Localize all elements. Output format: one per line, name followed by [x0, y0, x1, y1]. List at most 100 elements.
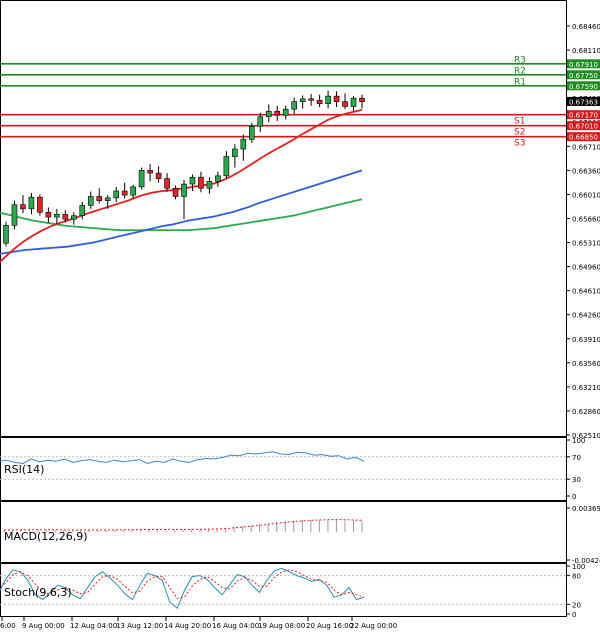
stoch-tick-label: 80 — [572, 573, 581, 581]
current-price-label: 0.67363 — [569, 98, 598, 106]
pivot-price-label: 0.67010 — [569, 123, 598, 131]
candle-bull — [325, 95, 331, 104]
candle-bear — [20, 204, 26, 210]
time-tick-label: 6:00 — [0, 622, 16, 630]
rsi-layer: 100 70 30 0 — [0, 437, 585, 501]
candle-bear — [359, 97, 365, 102]
candle-bull — [223, 156, 230, 177]
ma-mid-line — [0, 169, 363, 255]
price-tick-label: 0.63560 — [572, 360, 600, 368]
candle-bull — [130, 186, 136, 196]
price-tick-label: 0.63910 — [572, 336, 600, 344]
candle-bull — [181, 183, 187, 197]
candle-bear — [45, 211, 52, 218]
macd-tick-label: 0.003691 — [572, 505, 600, 513]
candle-bear — [172, 187, 179, 197]
stoch-layer: 100 80 20 0 — [0, 563, 585, 619]
rsi-tick-label: 0 — [572, 493, 576, 501]
stoch-k-line — [0, 567, 365, 610]
time-tick-label: 20 Aug 16:00 — [306, 622, 353, 630]
candle-bear — [96, 196, 103, 201]
candle-bull — [11, 204, 18, 226]
pivot-name-r2: R2 — [514, 66, 526, 76]
pivot-name-r1: R1 — [514, 77, 526, 87]
candle-bull — [113, 190, 119, 199]
candle-bull — [257, 116, 264, 127]
main-panel — [0, 0, 567, 437]
stoch-tick-label: 20 — [572, 601, 581, 609]
candle-bull — [3, 225, 9, 244]
pivot-price-tag — [567, 110, 600, 120]
candle-bull — [282, 108, 289, 116]
candle-bull — [232, 148, 238, 157]
macd-label: MACD(12,26,9) — [4, 530, 88, 543]
ma-slow-line — [0, 198, 363, 232]
candle-bear — [316, 99, 323, 104]
macd-layer: 0.003691 -0.004246 — [3, 505, 600, 565]
pivot-price-label: 0.67750 — [569, 72, 598, 80]
price-tick-label: 0.66710 — [572, 143, 600, 151]
rsi-tick-label: 30 — [572, 476, 581, 484]
price-tick-label: 0.66010 — [572, 191, 600, 199]
pivot-name-s1: S1 — [514, 117, 525, 127]
macd-tick-label: -0.004246 — [572, 557, 600, 565]
candle-bull — [54, 214, 60, 218]
macd-panel — [0, 501, 567, 563]
ma-fast-line — [0, 109, 363, 264]
candle-bear — [147, 170, 153, 174]
price-tick-label: 0.64960 — [572, 264, 600, 272]
candle-bear — [274, 110, 281, 116]
candle-bear — [37, 196, 43, 213]
candle-bull — [71, 215, 77, 220]
time-tick-label: 22 Aug 00:00 — [350, 622, 397, 630]
price-tick-label: 0.63210 — [572, 384, 600, 392]
pivot-price-tag — [567, 121, 600, 131]
pivot-price-label: 0.66850 — [569, 134, 598, 142]
stoch-tick-label: 100 — [572, 563, 585, 571]
rsi-tick-label: 100 — [572, 437, 585, 445]
candle-bear — [342, 101, 348, 107]
pivot-price-label: 0.67590 — [569, 83, 598, 91]
time-tick-label: 13 Aug 12:00 — [116, 622, 163, 630]
candle-bear — [155, 172, 162, 179]
pivot-price-label: 0.67910 — [569, 61, 598, 69]
current-price-tag — [567, 96, 600, 106]
time-tick-label: 19 Aug 08:00 — [258, 622, 305, 630]
candle-bull — [87, 196, 94, 206]
price-tick-label: 0.65310 — [572, 240, 600, 248]
pivot-name-s3: S3 — [514, 139, 525, 149]
candle-bull — [28, 196, 35, 210]
candle-bull — [189, 176, 196, 185]
price-tick-label: 0.68110 — [572, 47, 600, 55]
candle-bull — [249, 126, 255, 140]
candle-bear — [164, 178, 170, 189]
pivot-price-label: 0.67170 — [569, 112, 598, 120]
price-tick-label: 0.64260 — [572, 312, 600, 320]
candle-bull — [265, 110, 272, 118]
time-tick-label: 16 Aug 04:00 — [212, 622, 259, 630]
rsi-label: RSI(14) — [4, 463, 44, 476]
rsi-tick-label: 70 — [572, 454, 581, 462]
time-tick-label: 14 Aug 20:00 — [164, 622, 211, 630]
time-tick-label: 12 Aug 04:00 — [70, 622, 117, 630]
stoch-d-line — [0, 569, 365, 600]
rsi-panel — [0, 437, 567, 501]
candle-bull — [104, 197, 111, 201]
pivot-price-tag — [567, 59, 600, 69]
candle-bull — [291, 101, 297, 110]
candle-bull — [240, 139, 247, 150]
candle-bull — [79, 205, 86, 217]
candle-bull — [215, 175, 221, 182]
stoch-panel — [0, 563, 567, 617]
rsi-line — [0, 451, 365, 465]
stoch-label: Stoch(9,6,3) — [4, 586, 72, 599]
price-axis: 0.684600.681100.677600.674100.670600.667… — [566, 23, 600, 440]
price-tick-label: 0.65660 — [572, 215, 600, 223]
time-tick-label: 9 Aug 00:00 — [22, 622, 65, 630]
candle-bear — [62, 214, 69, 220]
stoch-tick-label: 0 — [572, 611, 576, 619]
candle-bear — [333, 95, 340, 102]
